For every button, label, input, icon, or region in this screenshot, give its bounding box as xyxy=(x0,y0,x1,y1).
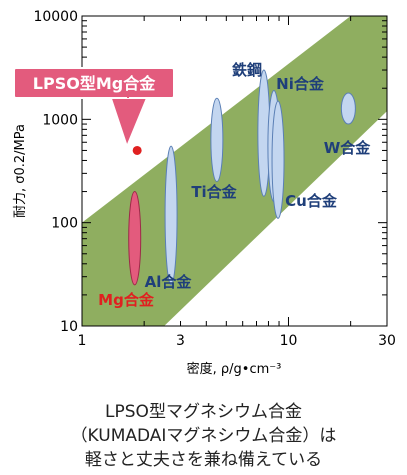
series-label-6: W合金 xyxy=(324,139,372,157)
callout-box xyxy=(13,67,175,99)
lpso-point xyxy=(131,144,143,156)
x-tick-0: 1 xyxy=(78,333,87,349)
callout-pointer xyxy=(108,94,150,149)
x-tick-1: 3 xyxy=(176,333,185,349)
callout-label: LPSO型Mg合金 xyxy=(33,74,156,93)
caption-line-1: LPSO型マグネシウム合金 xyxy=(105,402,302,422)
ellipse-0 xyxy=(128,191,142,286)
y-tick-2: 1000 xyxy=(42,112,78,128)
x-tick-3: 30 xyxy=(378,333,396,349)
ellipse-6 xyxy=(340,92,356,125)
plot-frame xyxy=(81,15,388,327)
series-label-0: Mg合金 xyxy=(98,291,155,309)
x-axis-label: 密度, ρ/g•cm⁻³ xyxy=(187,361,282,377)
ellipse-5 xyxy=(271,100,285,219)
y-tick-3: 10000 xyxy=(33,9,78,25)
x-tick-2: 10 xyxy=(280,333,298,349)
ellipse-2 xyxy=(210,97,224,183)
performance-band xyxy=(82,16,387,326)
series-label-5: Cu合金 xyxy=(285,192,338,210)
y-axis-label: 耐力, σ0.2/MPa xyxy=(13,124,28,218)
caption-line-3: 軽さと丈夫さを兼ね備えている xyxy=(84,450,323,470)
caption-line-2: （KUMADAIマグネシウム合金）は xyxy=(70,426,337,446)
series-label-1: Al合金 xyxy=(145,273,193,291)
series-label-3: 鉄鋼 xyxy=(232,61,262,79)
ellipse-1 xyxy=(164,145,178,286)
series-label-2: Ti合金 xyxy=(191,183,237,201)
y-tick-1: 100 xyxy=(51,216,78,232)
y-tick-0: 10 xyxy=(60,319,78,335)
series-label-4: Ni合金 xyxy=(276,75,325,93)
